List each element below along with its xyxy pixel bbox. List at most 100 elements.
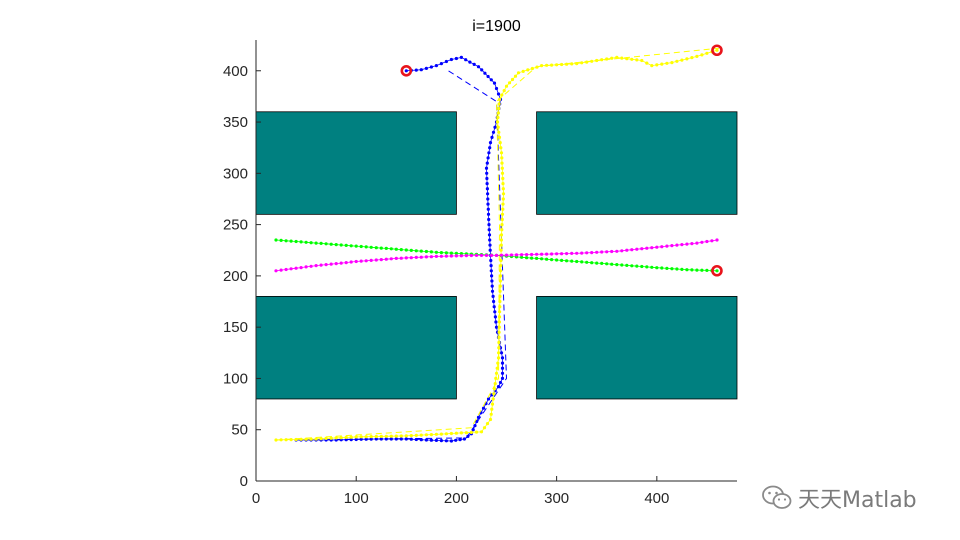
trajectory-point: [530, 66, 535, 71]
trajectory-point: [660, 266, 664, 270]
trajectory-point: [499, 264, 503, 268]
watermark: 天天Matlab: [762, 482, 917, 514]
trajectory-point: [660, 245, 664, 249]
trajectory-point: [498, 380, 503, 385]
trajectory-point: [486, 212, 491, 216]
trajectory-point: [414, 255, 418, 259]
trajectory-point: [434, 254, 438, 258]
trajectory-point: [500, 212, 505, 216]
x-tick-label: 100: [344, 490, 369, 507]
x-tick-label: 300: [544, 490, 569, 507]
trajectory-point: [379, 437, 383, 441]
trajectory-point: [389, 434, 393, 438]
trajectory-point: [458, 438, 462, 442]
trajectory-point: [486, 207, 490, 211]
trajectory-point: [379, 434, 383, 438]
trajectory-point: [600, 58, 604, 62]
trajectory-point: [635, 247, 639, 251]
trajectory-point: [660, 62, 664, 66]
trajectory-point: [324, 242, 328, 246]
trajectory-point: [715, 238, 719, 242]
trajectory-point: [454, 431, 458, 435]
trajectory-point: [459, 431, 463, 435]
trajectory-point: [492, 392, 496, 396]
trajectory-point: [620, 249, 624, 253]
trajectory-point: [555, 258, 559, 262]
trajectory-point: [369, 258, 373, 262]
trajectory-point: [513, 74, 518, 78]
x-tick-label: 400: [644, 490, 669, 507]
trajectory-point: [545, 252, 549, 256]
trajectory-point: [630, 248, 634, 252]
trajectory-point: [494, 86, 499, 91]
trajectory-point: [665, 244, 669, 248]
trajectory-point: [501, 187, 505, 191]
trajectory-point: [500, 356, 505, 360]
trajectory-point: [497, 97, 502, 102]
x-tick-label: 200: [444, 490, 469, 507]
trajectory-point: [645, 246, 649, 250]
trajectory-point: [491, 397, 495, 401]
trajectory-point: [384, 257, 388, 261]
trajectory-point: [459, 55, 463, 60]
trajectory-point: [710, 239, 714, 243]
trajectory-point: [419, 249, 423, 253]
trajectory-point: [274, 438, 278, 442]
trajectory-point: [550, 252, 554, 256]
wechat-icon: [762, 485, 792, 509]
trajectory-point: [488, 141, 493, 145]
trajectory-point: [359, 244, 363, 249]
trajectory-point: [504, 253, 509, 257]
trajectory-point: [610, 262, 614, 266]
trajectory-point: [640, 264, 644, 269]
trajectory-point: [364, 245, 368, 249]
trajectory-point: [535, 65, 539, 69]
trajectory-point: [530, 256, 534, 260]
trajectory-point: [324, 436, 328, 440]
trajectory-point: [560, 258, 564, 262]
trajectory-point: [675, 267, 679, 271]
trajectory-point: [498, 289, 502, 293]
trajectory-point: [501, 176, 505, 181]
trajectory-point: [560, 62, 564, 67]
trajectory-point: [488, 417, 493, 422]
trajectory-point: [471, 428, 475, 432]
trajectory-point: [497, 340, 501, 345]
trajectory-point: [379, 246, 383, 250]
trajectory-point: [490, 274, 494, 278]
trajectory-point: [404, 256, 408, 260]
trajectory-point: [449, 254, 453, 258]
trajectory-point: [454, 56, 458, 61]
trajectory-point: [444, 59, 448, 64]
trajectory-point: [525, 253, 529, 257]
trajectory-point: [514, 253, 519, 257]
trajectory-point: [344, 438, 348, 442]
trajectory-point: [489, 253, 494, 257]
trajectory-point: [384, 437, 388, 441]
trajectory-point: [454, 438, 458, 442]
trajectory-point: [334, 243, 338, 247]
trajectory-point: [473, 424, 477, 428]
trajectory-point: [695, 241, 699, 245]
trajectory-point: [369, 435, 373, 439]
trajectory-point: [565, 259, 569, 263]
obstacle-rect-1: [255, 111, 457, 215]
trajectory-point: [630, 264, 634, 268]
trajectory-point: [304, 437, 308, 441]
trajectory-point: [449, 431, 453, 436]
trajectory-point: [650, 246, 654, 250]
trajectory-point: [486, 397, 491, 401]
trajectory-point: [500, 228, 504, 232]
trajectory-point: [444, 439, 448, 443]
trajectory-point: [399, 437, 403, 441]
trajectory-point: [498, 305, 502, 309]
trajectory-point: [685, 268, 689, 272]
trajectory-point: [329, 436, 333, 440]
trajectory-point: [495, 120, 500, 124]
trajectory-point: [364, 437, 368, 441]
y-tick-label: 300: [223, 165, 248, 182]
trajectory-point: [329, 242, 333, 246]
trajectory-point: [670, 244, 674, 248]
trajectory-point: [489, 269, 493, 273]
